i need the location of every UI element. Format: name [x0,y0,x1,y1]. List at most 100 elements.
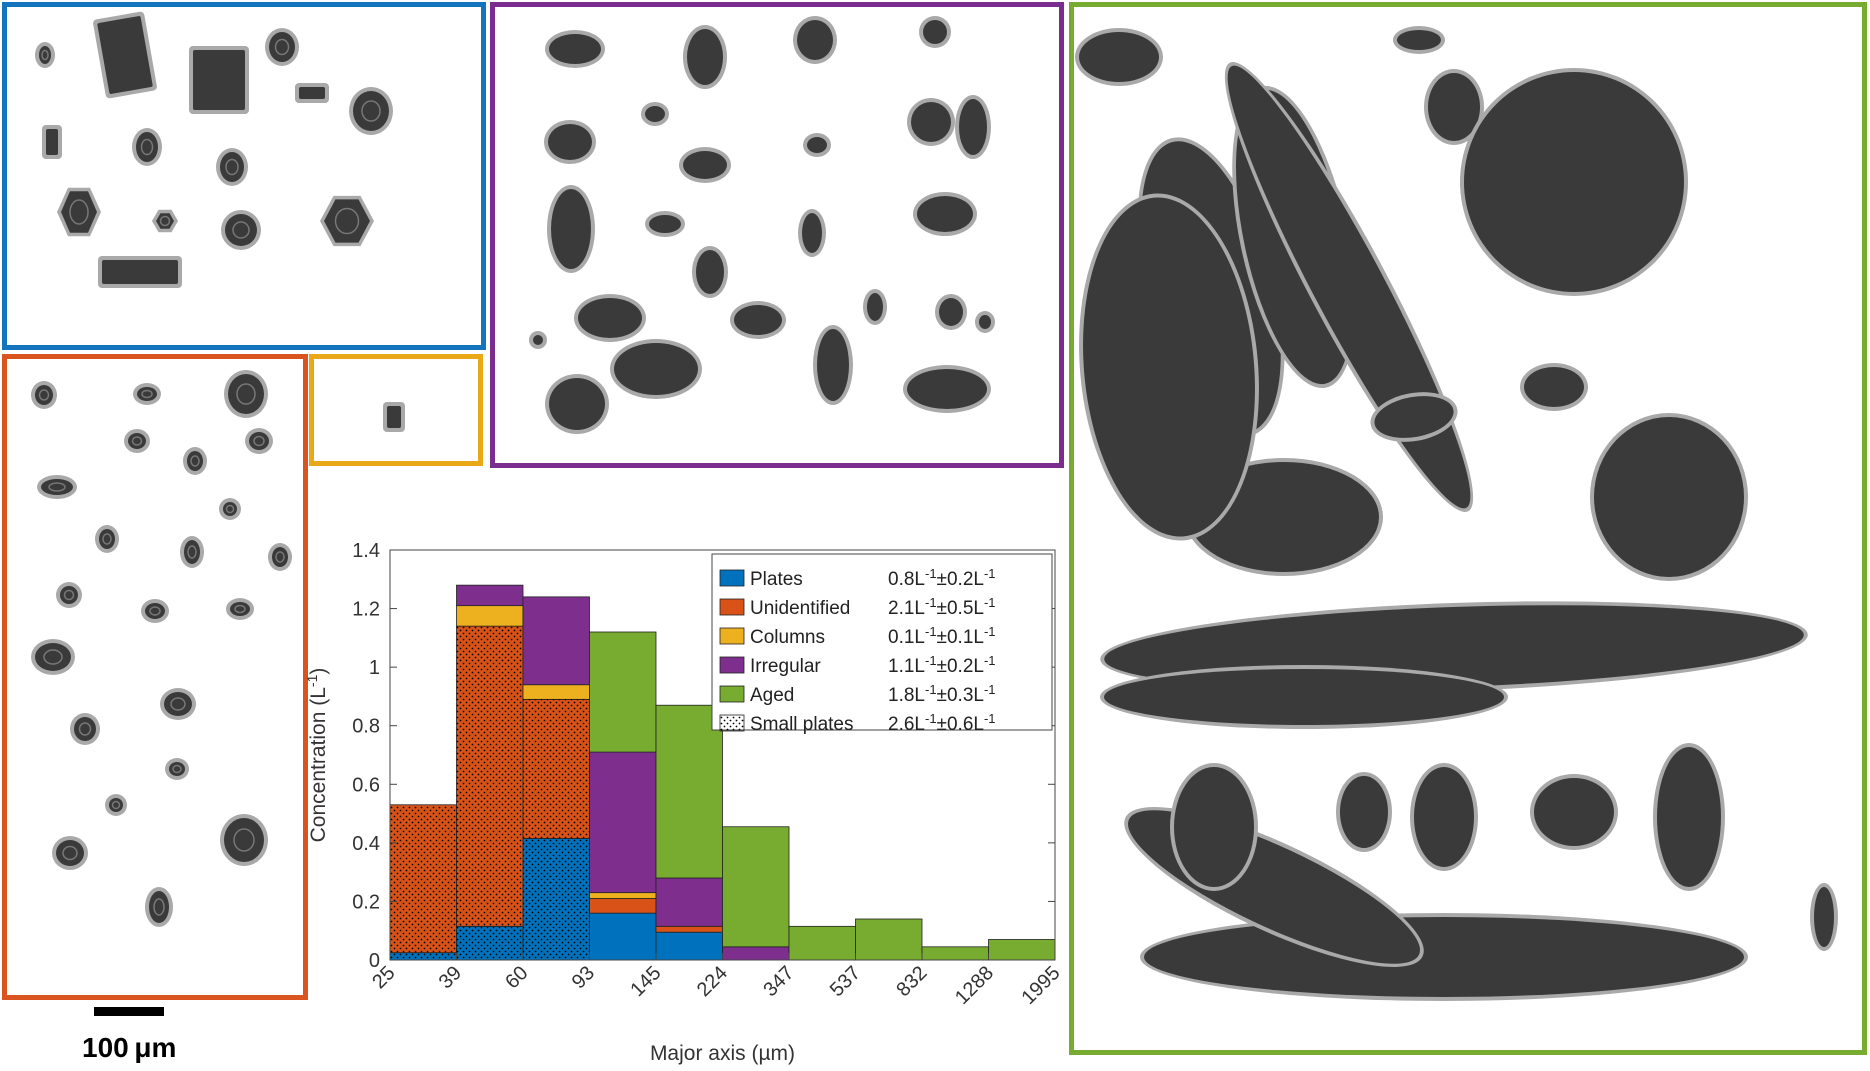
bar-columns [522,684,590,700]
plate-crystal [152,209,178,233]
legend-value: 2.6L-1±0.6L-1 [888,711,996,736]
unidentified-image-panel [2,354,308,1000]
irregular-crystal [610,339,702,399]
irregular-crystal [645,211,685,237]
plate-crystal [320,195,374,247]
unidentified-crystal [52,836,88,870]
irregular-crystal [683,25,727,89]
bar-irregular [722,946,790,961]
concentration-histogram: 00.20.40.60.811.21.425 39 60 93 145 224 347 537… [304,540,1065,1065]
aged-crystal [1140,913,1748,1001]
legend-box [711,553,1053,731]
plate-crystal [57,187,101,237]
y-tick-label: 1.4 [352,540,380,562]
plate-crystal [295,83,329,103]
legend-swatch [719,685,745,703]
bar-irregular [655,877,723,927]
legend-label: Columns [750,627,825,648]
y-axis-label: Concentration (L-1) [304,668,330,843]
aged-crystal [1520,363,1588,411]
bar-aged [921,946,989,961]
irregular-crystal [903,365,991,413]
x-tick-label: 537 [826,962,865,1001]
bar-aged [722,826,790,948]
plate-crystal [221,210,261,250]
legend-swatch [719,569,745,587]
unidentified-crystal [160,688,196,720]
bar-columns [589,892,657,899]
x-axis-label: Major axis (µm) [650,1042,795,1065]
aged-crystal [1460,68,1688,296]
unidentified-crystal [219,498,241,520]
plate-crystal [93,11,157,99]
aged-crystal [1653,743,1725,891]
columns-crystal-images [383,402,405,432]
x-tick-label: 347 [759,962,798,1001]
bar-irregular [522,596,590,686]
legend-swatch [719,627,745,645]
aged-crystal [1410,763,1478,871]
aged-crystal [1336,772,1392,852]
x-tick-label: 1995 [1018,962,1065,1009]
unidentified-crystal-images [31,370,292,927]
bar-small-plates [390,806,457,960]
legend-value: 0.1L-1±0.1L-1 [888,624,996,649]
bar-plates [589,912,657,961]
irregular-crystal [545,374,609,434]
y-tick-label: 0.2 [352,891,380,913]
irregular-crystal [679,147,731,183]
irregular-crystal-images [529,16,995,434]
unidentified-crystal [56,582,82,608]
scale-bar [94,1007,164,1016]
legend-value: 1.8L-1±0.3L-1 [888,682,996,707]
unidentified-crystal [224,370,268,418]
unidentified-crystal [226,598,254,620]
unidentified-crystal [105,794,127,816]
unidentified-crystal [95,525,119,553]
y-tick-label: 0 [369,950,380,972]
unidentified-crystal [141,599,169,623]
bar-columns [456,605,524,627]
aged-crystal [1424,69,1484,145]
bar-small-plates [456,626,523,960]
irregular-crystal [730,301,786,339]
unidentified-crystal [145,887,173,927]
irregular-crystal [544,120,596,164]
legend-value: 1.1L-1±0.2L-1 [888,653,996,678]
plates-image-panel [2,2,486,350]
x-tick-label: 39 [435,962,466,993]
aged-crystal [1075,28,1163,86]
x-tick-label: 1288 [951,962,998,1009]
bar-aged [788,925,856,961]
aged-crystal [1393,26,1445,54]
legend-label: Plates [750,569,803,590]
column-crystal [383,402,405,432]
bar-aged [855,918,923,961]
legend-value: 0.8L-1±0.2L-1 [888,566,996,591]
y-tick-label: 1 [369,657,380,679]
y-tick-label: 1.2 [352,599,380,621]
bar-plates [655,931,723,961]
irregular-crystal [863,289,887,325]
legend-label: Irregular [750,656,821,677]
unidentified-crystal [133,383,161,405]
scale-bar-label: 100 μm [82,1032,177,1063]
irregular-crystal [547,185,595,273]
aged-crystal [1100,665,1508,729]
x-tick-label: 60 [501,962,532,993]
irregular-crystal [692,246,728,298]
plate-crystal [98,256,182,288]
unidentified-crystal [165,758,189,780]
x-tick-label: 93 [568,962,599,993]
irregular-crystal [803,133,831,157]
legend-label: Small plates [750,714,854,735]
irregular-crystal [907,98,955,146]
legend-label: Unidentified [750,598,850,619]
unidentified-crystal [124,429,150,453]
plate-crystal [265,28,299,66]
y-tick-label: 0.6 [352,774,380,796]
bar-irregular [589,751,657,894]
aged-crystal [1079,193,1259,541]
bar-small-plates [523,699,590,960]
unidentified-crystal [70,713,100,745]
